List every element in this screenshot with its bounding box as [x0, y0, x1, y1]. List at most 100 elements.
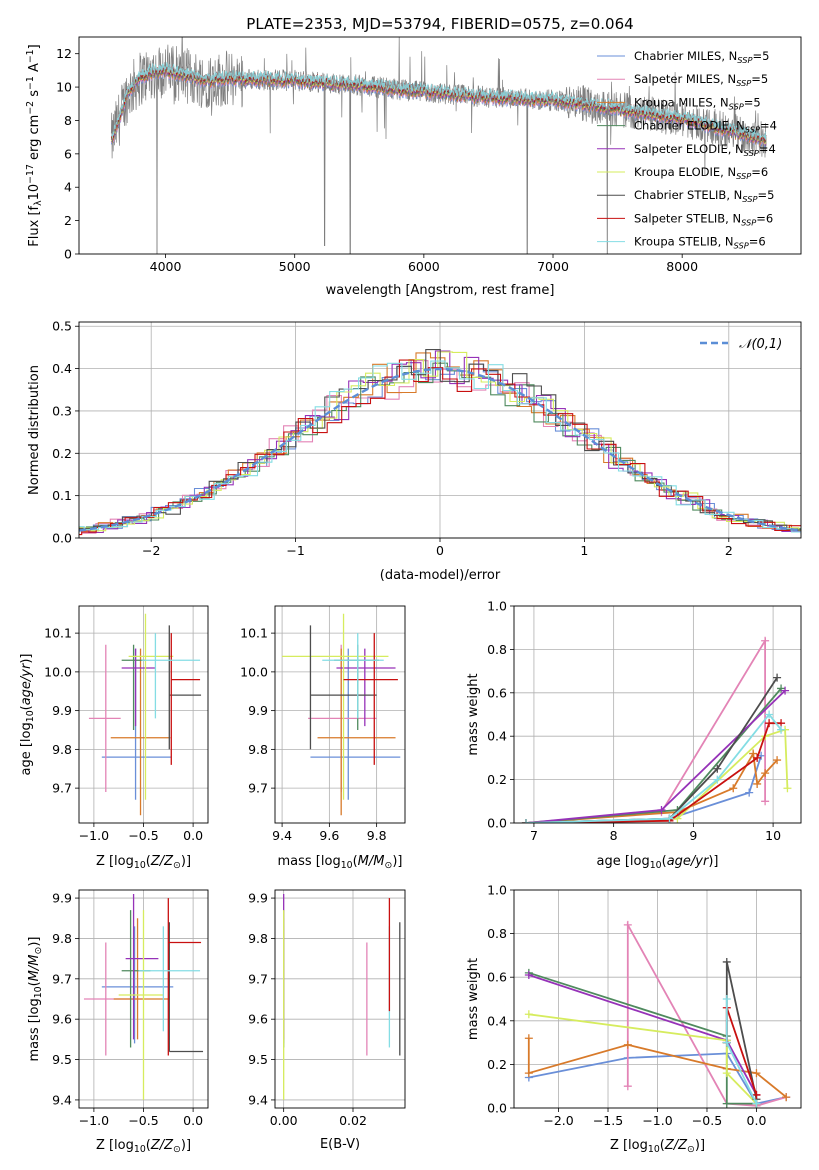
x-tick-label: −2.0 [543, 1113, 573, 1128]
residuals-legend: 𝒩(0,1) [700, 337, 782, 352]
y-tick-label: 10.0 [240, 664, 268, 679]
weight-marker [777, 725, 786, 734]
weight-marker [753, 753, 762, 762]
legend-label: Chabrier STELIB, NSSP=5 [634, 188, 774, 204]
y-tick-label: 0.1 [52, 488, 72, 503]
residuals-plot [79, 349, 801, 536]
y-tick-label: 9.8 [248, 931, 268, 946]
spectrum-model-line [110, 62, 767, 141]
legend-label: Salpeter ELODIE, NSSP=4 [634, 142, 776, 158]
y-tick-label: 9.6 [52, 1012, 72, 1027]
x-tick-label: 8 [610, 828, 618, 843]
mass_vs_Z-plot [83, 894, 204, 1100]
x-tick-label: 0.0 [747, 1113, 767, 1128]
x-tick-label: 7000 [537, 259, 569, 274]
weight-marker [657, 805, 666, 814]
legend-label: Salpeter MILES, NSSP=5 [634, 72, 768, 88]
x-tick-label: 9.6 [319, 828, 339, 843]
weight_vs_age-ylabel: mass weight [466, 673, 481, 755]
weight-marker [722, 957, 731, 966]
age_vs_mass-plot [282, 613, 401, 816]
x-tick-label: 6000 [408, 259, 440, 274]
xlabel-age: age [log10(age/yr)] [596, 854, 718, 871]
weight-line [528, 1013, 758, 1105]
x-tick-label: −1.0 [79, 1113, 109, 1128]
weight-marker [713, 764, 722, 773]
x-tick-label: 5000 [279, 259, 311, 274]
legend-label: Chabrier MILES, NSSP=5 [634, 49, 769, 65]
y-tick-label: 9.8 [52, 931, 72, 946]
y-tick-label: 9.5 [248, 1052, 268, 1067]
weight-marker [623, 920, 632, 929]
y-tick-label: 10.1 [44, 626, 72, 641]
mass_vs_ebv-frame [274, 889, 406, 1109]
y-tick-label: 9.8 [248, 742, 268, 757]
y-tick-label: 1.0 [487, 599, 507, 614]
y-tick-label: 8 [64, 113, 72, 128]
y-tick-label: 9.9 [248, 703, 268, 718]
weight-marker [722, 1099, 731, 1108]
weight-marker [749, 749, 758, 758]
weight-marker [765, 710, 774, 719]
legend-label: 𝒩(0,1) [739, 337, 782, 352]
residuals-ylabel: Normed distribution [27, 365, 42, 495]
weight-marker [773, 673, 782, 682]
residual-histogram [79, 359, 801, 536]
mass_vs_Z-frame [78, 889, 209, 1109]
spectrum-axes: 4000 5000 6000 7000 8000 0 2 4 6 8 10 12 [56, 46, 698, 274]
weight-marker [761, 636, 770, 645]
y-tick-label: 0.6 [487, 970, 507, 985]
ebv-xlabel: E(B-V) [320, 1137, 360, 1152]
y-tick-label: 0.4 [52, 361, 72, 376]
weight-marker [783, 784, 792, 793]
y-tick-label: 9.9 [52, 891, 72, 906]
weight-marker [752, 1069, 761, 1078]
weight-marker [722, 1069, 731, 1078]
y-tick-label: 9.4 [52, 1092, 72, 1107]
y-tick-label: 9.8 [52, 742, 72, 757]
y-tick-label: 9.7 [52, 781, 72, 796]
age_vs_Z-axes: −1.0 −0.5 0.0 9.7 9.8 9.9 10.0 10.1 [44, 606, 208, 843]
y-tick-label: 9.9 [248, 891, 268, 906]
weight-marker [765, 719, 774, 728]
gaussian-curve [79, 367, 801, 532]
y-tick-label: 6 [64, 146, 72, 161]
y-tick-label: 10.1 [240, 626, 268, 641]
weight-marker [524, 1034, 533, 1043]
x-tick-label: −1.5 [593, 1113, 623, 1128]
y-tick-label: 0 [64, 247, 72, 262]
weight-marker [524, 971, 533, 980]
y-tick-label: 12 [56, 46, 72, 61]
y-tick-label: 9.7 [52, 971, 72, 986]
y-tick-label: 0.3 [52, 403, 72, 418]
x-tick-label: 8000 [666, 259, 698, 274]
x-tick-label: 4000 [150, 259, 182, 274]
y-tick-label: 0.4 [487, 1013, 507, 1028]
y-tick-label: 0.6 [487, 685, 507, 700]
x-tick-label: 7 [530, 828, 538, 843]
legend-label: Kroupa STELIB, NSSP=6 [634, 235, 766, 251]
mass_vs_Z-axes: −1.0 −0.5 0.0 9.4 9.5 9.6 9.7 9.8 9.9 [52, 890, 208, 1128]
weight-marker [745, 788, 754, 797]
weight-marker [752, 1090, 761, 1099]
x-tick-label: 10 [765, 828, 781, 843]
age_vs_Z-plot [88, 613, 202, 816]
weight_vs_Z-frame [513, 889, 802, 1109]
weight-marker [524, 1010, 533, 1019]
weight-marker [713, 775, 722, 784]
xlabel-metallicity: Z [log10(Z/Z⊙)] [610, 1138, 705, 1155]
ylabel-mass: mass [log10(M/M⊙)] [27, 937, 44, 1062]
x-tick-label: 0.0 [183, 1113, 203, 1128]
weight-marker [761, 769, 770, 778]
weight-marker [623, 1082, 632, 1091]
y-tick-label: 9.9 [52, 703, 72, 718]
y-tick-label: 2 [64, 213, 72, 228]
age_vs_mass-frame [274, 605, 406, 824]
spectrum-legend: Chabrier MILES, NSSP=5 Salpeter MILES, NS… [597, 49, 777, 251]
x-tick-label: −0.5 [692, 1113, 722, 1128]
y-tick-label: 0.2 [487, 1057, 507, 1072]
xlabel-metallicity: Z [log10(Z/Z⊙)] [96, 1138, 191, 1155]
x-tick-label: 9.8 [367, 828, 387, 843]
spectrum-ylabel: Flux [fλ10−17 erg cm−2 s−1 A−1] [25, 44, 44, 246]
